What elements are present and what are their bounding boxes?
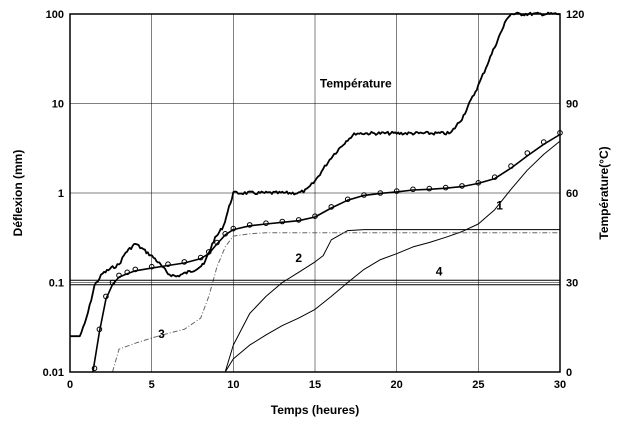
y2-axis-label: Température(°C)	[597, 146, 611, 239]
x-tick-label: 15	[309, 379, 321, 391]
x-axis-label: Temps (heures)	[271, 403, 359, 417]
y-tick-label: 0.1	[49, 278, 64, 290]
annotation-2: 2	[295, 251, 302, 265]
annotation-temperature: Température	[320, 77, 392, 91]
series-4	[70, 279, 560, 286]
y2-tick-label: 30	[566, 278, 578, 290]
y-axis-label: Déflexion (mm)	[11, 150, 25, 237]
y2-tick-label: 60	[566, 188, 578, 200]
data-point	[148, 263, 155, 270]
x-tick-label: 0	[67, 379, 73, 391]
annotation-4: 4	[436, 264, 443, 278]
y-tick-label: 100	[46, 9, 64, 21]
series-2	[224, 229, 560, 373]
x-tick-label: 30	[554, 379, 566, 391]
y-tick-label: 10	[52, 99, 64, 111]
data-point	[132, 266, 139, 273]
y2-tick-label: 90	[566, 99, 578, 111]
annotations: Température 1 2 3 4	[158, 77, 503, 341]
x-tick-label: 10	[227, 379, 239, 391]
plot-frame	[69, 13, 561, 373]
series-layer	[70, 11, 563, 373]
y2-tick-label: 120	[566, 9, 584, 21]
series-3	[112, 232, 560, 373]
annotation-1: 1	[496, 199, 503, 213]
series-temperature	[70, 11, 561, 338]
annotation-3: 3	[158, 327, 165, 341]
y2-tick-label: 0	[566, 367, 572, 379]
series-1	[224, 140, 561, 373]
series-modele	[92, 133, 561, 373]
x-tick-label: 25	[472, 379, 484, 391]
data-point	[165, 261, 171, 268]
x-tick-label: 5	[149, 379, 155, 391]
x-tick-label: 20	[391, 379, 403, 391]
y-tick-label: 0.01	[43, 367, 64, 379]
y-tick-label: 1	[58, 188, 64, 200]
